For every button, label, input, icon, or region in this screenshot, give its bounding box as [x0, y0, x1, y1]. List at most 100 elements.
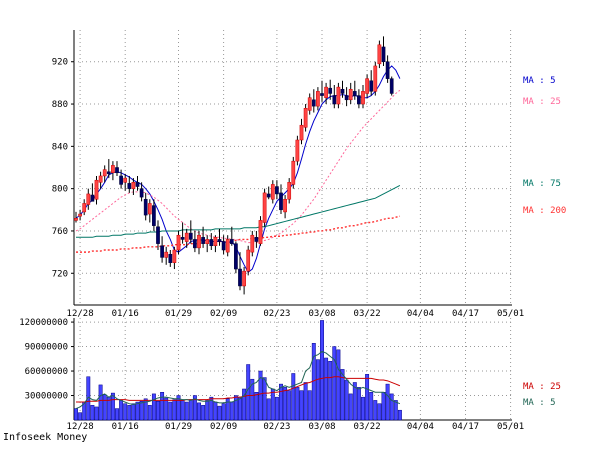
- price-ma-line: [76, 215, 401, 253]
- price-ma-line: [76, 185, 401, 238]
- price-y-tick-label: 840: [52, 142, 68, 152]
- candle: [147, 199, 152, 223]
- candle: [389, 76, 394, 96]
- volume-bar: [225, 398, 230, 421]
- candle: [332, 85, 337, 109]
- candle-body: [381, 46, 386, 62]
- candle-body: [94, 179, 99, 200]
- volume-date-tick-label: 03/22: [354, 422, 381, 432]
- candle: [78, 209, 82, 221]
- candle-body: [152, 205, 156, 226]
- volume-bar: [143, 398, 148, 421]
- volume-bar: [369, 392, 374, 421]
- candle: [221, 235, 226, 255]
- footer-source-label: Infoseek Money: [3, 432, 88, 443]
- volume-bar: [238, 396, 242, 421]
- volume-bar: [139, 400, 144, 421]
- volume-bar: [217, 405, 222, 421]
- volume-bar: [115, 408, 119, 421]
- candle: [188, 220, 193, 244]
- candle-body: [213, 237, 218, 247]
- candle: [168, 250, 173, 267]
- candle: [234, 241, 238, 274]
- candle-body: [74, 218, 78, 221]
- candle-body: [205, 239, 210, 244]
- volume-bar: [147, 405, 152, 421]
- date-tick-label: 03/08: [308, 309, 335, 319]
- candle-body: [307, 97, 312, 111]
- volume-bar: [328, 360, 333, 421]
- candle-body: [258, 220, 263, 244]
- price-y-tick-label: 920: [52, 58, 68, 68]
- volume-date-tick-label: 12/28: [67, 422, 94, 432]
- date-tick-label: 01/16: [112, 309, 139, 319]
- candle-body: [217, 239, 222, 242]
- candle: [209, 233, 214, 250]
- volume-bar: [352, 382, 357, 421]
- candle: [254, 230, 259, 248]
- candle-body: [340, 88, 345, 94]
- volume-bar: [184, 401, 189, 421]
- volume-bar: [192, 395, 197, 421]
- candle-body: [201, 237, 205, 244]
- candle: [193, 230, 197, 253]
- candle: [291, 156, 296, 189]
- volume-bar: [287, 390, 292, 421]
- volume-bar: [246, 364, 251, 421]
- volume-bar: [156, 400, 160, 421]
- candle: [143, 192, 148, 221]
- candle: [381, 36, 386, 66]
- volume-bar: [303, 382, 308, 421]
- candle-body: [172, 249, 177, 263]
- volume-bar: [164, 397, 169, 421]
- volume-ma-line: [75, 350, 401, 410]
- candle: [213, 235, 218, 253]
- candle-body: [160, 245, 164, 258]
- volume-bar: [344, 379, 349, 421]
- volume-bar: [102, 394, 107, 421]
- candle-body: [369, 80, 374, 92]
- volume-bar: [361, 396, 365, 421]
- candle: [385, 55, 390, 83]
- date-tick-label: 04/17: [452, 309, 479, 319]
- volume-date-tick-label: 01/16: [112, 422, 139, 432]
- candle: [139, 182, 144, 202]
- candle-body: [266, 193, 271, 198]
- volume-bar: [295, 387, 300, 421]
- candle: [324, 82, 328, 105]
- candle-body: [377, 44, 382, 65]
- volume-bar: [348, 393, 353, 421]
- candle-body: [283, 198, 287, 213]
- volume-panel: 12/28 01/16 01/29 02/09 02/23 03/08 03/22 04/04…: [19, 318, 561, 432]
- candle: [115, 161, 119, 176]
- price-y-tick-label: 800: [52, 185, 68, 195]
- candle: [369, 70, 374, 96]
- candle-body: [238, 268, 242, 287]
- candle: [307, 93, 312, 115]
- volume-bar: [283, 387, 288, 421]
- volume-bar: [98, 384, 103, 421]
- candle: [336, 82, 341, 109]
- candle-body: [275, 186, 279, 195]
- volume-y-tick-label: 90000000: [25, 343, 68, 353]
- candle: [283, 195, 287, 219]
- volume-y-tick-label: 60000000: [25, 367, 68, 377]
- candle: [86, 188, 91, 210]
- candle-body: [123, 177, 128, 183]
- candle: [262, 188, 267, 227]
- candle-body: [147, 203, 152, 215]
- candle-body: [348, 88, 353, 101]
- candle-body: [98, 175, 103, 183]
- candle: [320, 80, 324, 102]
- volume-bar: [315, 359, 320, 421]
- candle: [123, 173, 128, 191]
- candle-body: [242, 270, 246, 287]
- candle-body: [246, 249, 251, 272]
- candle: [184, 228, 189, 248]
- volume-bar: [397, 409, 402, 421]
- candle: [348, 82, 353, 105]
- candle: [311, 89, 316, 113]
- volume-bar: [291, 373, 296, 421]
- candle: [357, 89, 361, 109]
- candle-body: [311, 99, 316, 107]
